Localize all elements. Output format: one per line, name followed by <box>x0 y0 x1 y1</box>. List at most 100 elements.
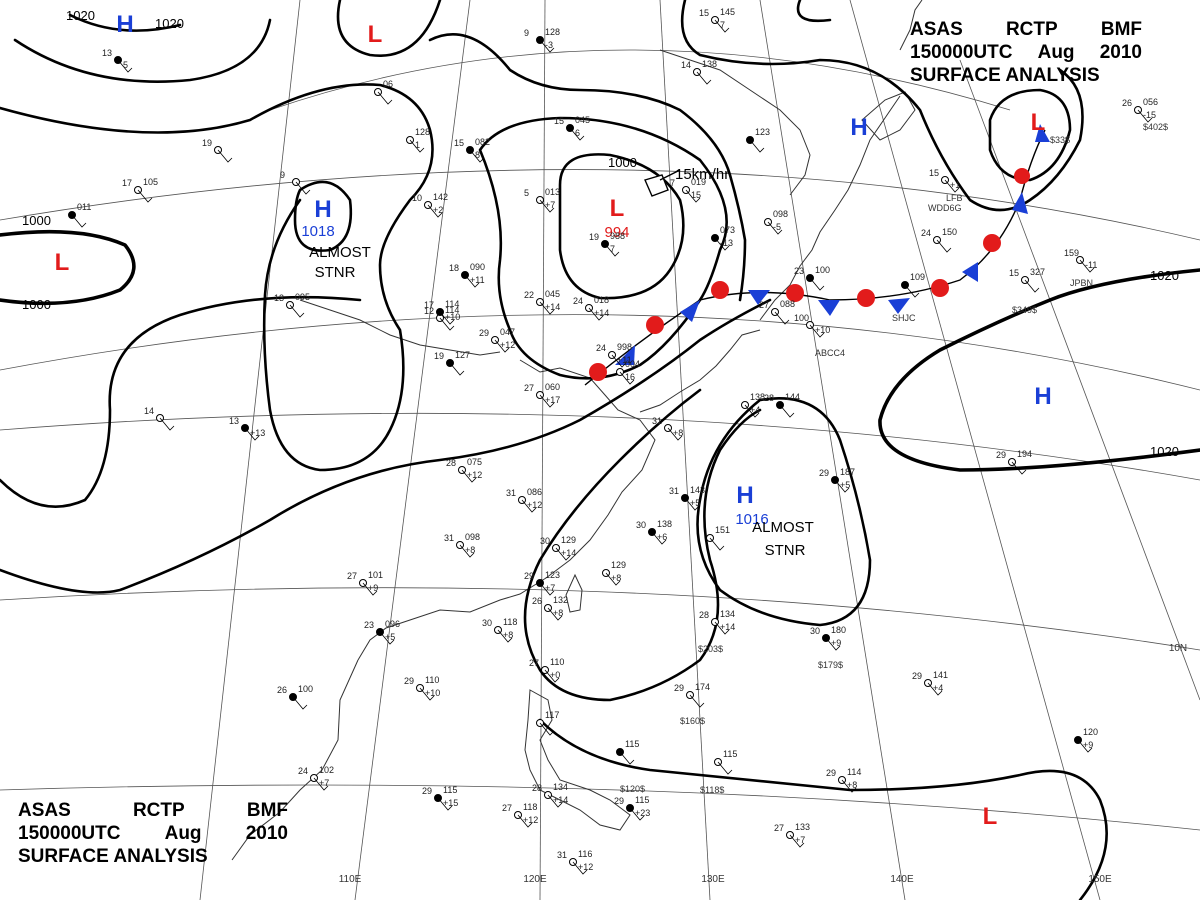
station-tendency: +14 <box>561 548 576 558</box>
wind-barb-icon <box>439 317 455 331</box>
wind-barb-icon <box>539 582 555 596</box>
motion-speed: 15km/hr <box>675 166 729 183</box>
station-temp: 26 <box>532 596 542 606</box>
station-temp: 15 <box>554 116 564 126</box>
wind-barb-icon <box>714 19 730 33</box>
isobar-w-big <box>0 83 434 472</box>
parallel-10n <box>0 412 1200 481</box>
warm-front-bumps <box>589 168 1030 381</box>
isobar-big-south <box>0 298 772 594</box>
coastlines <box>231 0 923 861</box>
station-temp: 29 <box>826 768 836 778</box>
station-pressure: 129 <box>561 535 576 545</box>
warm-bump <box>711 281 729 299</box>
station-pressure: 018 <box>594 295 609 305</box>
wind-barb-icon <box>767 221 783 235</box>
station-temp: 31 <box>652 416 662 426</box>
station-plot: 120+9 <box>1074 727 1098 753</box>
station-plot: 5 013 +7 <box>524 187 560 213</box>
pressure-center-letter: H <box>116 11 133 38</box>
wave-code: $179$ <box>818 660 843 670</box>
station-pressure: 143 <box>690 485 705 495</box>
lon-label: 120E <box>523 874 547 885</box>
ship-label: JPBN <box>1070 278 1093 288</box>
wind-barb-icon <box>137 189 153 203</box>
wind-barb-icon <box>685 189 701 203</box>
station-plot: 129+8 <box>602 560 626 586</box>
pressure-center-letter: H <box>850 114 867 141</box>
parallel-40n <box>269 49 1011 111</box>
wind-barb-icon <box>667 427 683 441</box>
station-temp: 7 <box>670 178 675 188</box>
wind-barb-icon <box>459 544 475 558</box>
header-line-2: 150000UTC Aug 2010 <box>910 41 1142 64</box>
station-temp: 14 <box>681 60 691 70</box>
ship-callsigns: ABCC4 SHJC WDD6G LFB JPBN <box>815 193 1093 358</box>
wind-barb-icon <box>313 777 329 791</box>
station-temp: 9 <box>524 28 529 38</box>
station-pressure: 095 <box>295 292 310 302</box>
wind-barb-icon <box>427 204 443 218</box>
station-pressure: 129 <box>611 560 626 570</box>
wave-code: $349$ <box>1012 305 1037 315</box>
station-pressure: 098 <box>465 532 480 542</box>
header-month: Aug <box>164 823 202 844</box>
station-plot: 19 988 7 <box>589 231 625 257</box>
station-pressure: 145 <box>720 7 735 17</box>
station-plot: 29 194 <box>996 449 1032 475</box>
stnr-annotations: ALMOST STNR ALMOST STNR <box>309 244 814 559</box>
cold-triangle <box>615 345 635 365</box>
isobar-labels: 1020 1020 1000 1000 1000 1020 1020 <box>22 8 1179 459</box>
station-temp: 29 <box>674 683 684 693</box>
station-temp: 24 <box>573 296 583 306</box>
isobar-scs <box>523 388 762 702</box>
station-temp: 12 <box>424 306 434 316</box>
station-tendency: +8 <box>503 630 513 640</box>
station-tendency: 8 <box>475 150 480 160</box>
station-temp: 26 <box>277 685 287 695</box>
station-temp: 29 <box>404 676 414 686</box>
station-temp: 31 <box>444 533 454 543</box>
station-temp: 15 <box>454 138 464 148</box>
station-pressure: 115 <box>723 749 737 759</box>
wind-barb-icon <box>841 779 857 793</box>
station-plot: 24 150 <box>921 227 957 253</box>
lat-label: 10N <box>1169 643 1187 654</box>
station-tendency: +5 <box>690 498 700 508</box>
station-plot: 22 045 +14 <box>524 289 560 315</box>
station-pressure: 082 <box>475 137 490 147</box>
station-pressure: 138 <box>702 59 717 69</box>
station-plot: 17 105 <box>122 177 158 203</box>
station-temp: 24 <box>921 228 931 238</box>
station-temp: 31 <box>557 850 567 860</box>
wind-barb-icon <box>619 751 635 765</box>
station-temp: 31 <box>506 488 516 498</box>
station-pressure: 138 <box>657 519 672 529</box>
wind-barb-icon <box>689 694 705 708</box>
station-plot: 15 +1 <box>929 168 960 193</box>
cold-triangle <box>888 298 910 314</box>
isobar-label: 1020 <box>1150 268 1179 283</box>
station-plot: 31 086 +12 <box>506 487 542 513</box>
station-temp: 10 <box>412 193 422 203</box>
cold-triangle <box>748 290 770 305</box>
station-temp: 30 <box>636 520 646 530</box>
station-temp: 27 <box>759 300 769 310</box>
isobar-label: 1000 <box>608 155 637 170</box>
ship-label: ABCC4 <box>815 348 845 358</box>
meridian-160e <box>959 59 1200 701</box>
station-tendency: +2 <box>433 205 443 215</box>
station-plot: 30 180 +9 <box>810 625 846 651</box>
station-pressure: 123 <box>755 127 770 137</box>
station-pressure: 998 <box>617 342 632 352</box>
station-plot: 9 128 -3 <box>524 27 560 53</box>
meridian-150e <box>849 0 1101 900</box>
station-temp: 27 <box>502 803 512 813</box>
wind-barb-icon <box>517 814 533 828</box>
coast-japan <box>759 95 901 321</box>
station-plot: 24 998 +11 <box>596 342 632 368</box>
pressure-center-letter: L <box>55 249 70 276</box>
station-plot: 13 +13 <box>229 416 265 441</box>
header-top-right: ASAS RCTP BMF 150000UTC Aug 2010 SURFACE… <box>910 18 1142 87</box>
